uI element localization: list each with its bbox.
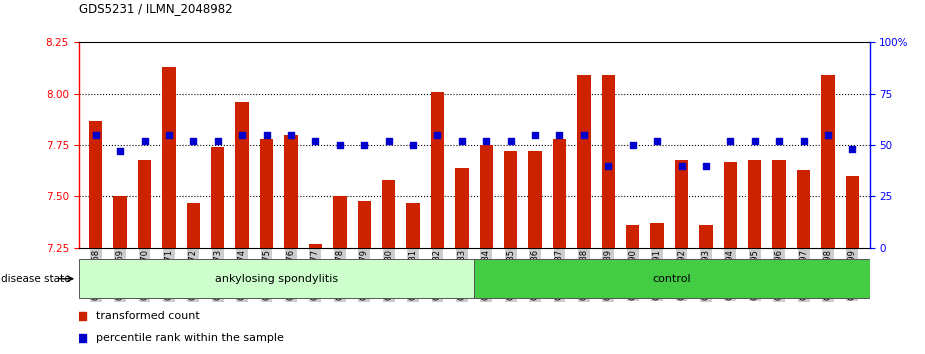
Point [698, 163, 713, 169]
Point [820, 132, 835, 138]
Bar [309, 244, 322, 248]
Bar [723, 161, 737, 248]
Point [430, 132, 445, 138]
Bar [260, 139, 273, 248]
Point [113, 148, 128, 154]
Point [625, 142, 640, 148]
Bar [528, 151, 542, 248]
Point [406, 142, 421, 148]
Point [454, 138, 469, 144]
Point [479, 138, 494, 144]
Bar [357, 201, 371, 248]
Point [259, 132, 274, 138]
Bar [650, 223, 664, 248]
Bar [577, 75, 591, 248]
Point [332, 142, 347, 148]
Text: disease state: disease state [1, 274, 70, 284]
Point [137, 138, 152, 144]
Point [576, 132, 591, 138]
Point [210, 138, 225, 144]
Text: control: control [652, 274, 691, 284]
Point [381, 138, 396, 144]
Point [723, 138, 738, 144]
Bar [284, 135, 298, 248]
Bar [333, 196, 347, 248]
Text: transformed count: transformed count [96, 311, 200, 321]
Bar [675, 160, 688, 248]
Point [284, 132, 299, 138]
Bar [236, 102, 249, 248]
Point [235, 132, 250, 138]
Point [845, 147, 860, 152]
Point [357, 142, 372, 148]
Bar [699, 225, 712, 248]
Bar [796, 170, 810, 248]
Bar [406, 202, 420, 248]
Bar [504, 151, 517, 248]
Point [88, 132, 103, 138]
Point [649, 138, 664, 144]
Point [747, 138, 762, 144]
Bar [455, 168, 469, 248]
Text: GDS5231 / ILMN_2048982: GDS5231 / ILMN_2048982 [79, 2, 232, 15]
Bar [772, 160, 786, 248]
Bar [431, 92, 444, 248]
Point [796, 138, 811, 144]
Text: percentile rank within the sample: percentile rank within the sample [96, 332, 284, 343]
Bar [748, 160, 761, 248]
Bar [845, 176, 859, 248]
Point [186, 138, 201, 144]
Point [308, 138, 323, 144]
Bar [601, 75, 615, 248]
Bar [479, 145, 493, 248]
Point [552, 132, 567, 138]
Point [601, 163, 616, 169]
Bar [821, 75, 834, 248]
Point [162, 132, 177, 138]
Bar [138, 160, 152, 248]
Point [527, 132, 542, 138]
FancyBboxPatch shape [474, 259, 870, 298]
Bar [553, 139, 566, 248]
FancyBboxPatch shape [79, 259, 474, 298]
Point [503, 138, 518, 144]
Bar [162, 67, 176, 248]
Bar [211, 147, 225, 248]
Bar [89, 120, 103, 248]
Point [674, 163, 689, 169]
Bar [114, 196, 127, 248]
Bar [382, 180, 395, 248]
Point [771, 138, 786, 144]
Bar [626, 225, 639, 248]
Text: ankylosing spondylitis: ankylosing spondylitis [215, 274, 338, 284]
Bar [187, 202, 200, 248]
